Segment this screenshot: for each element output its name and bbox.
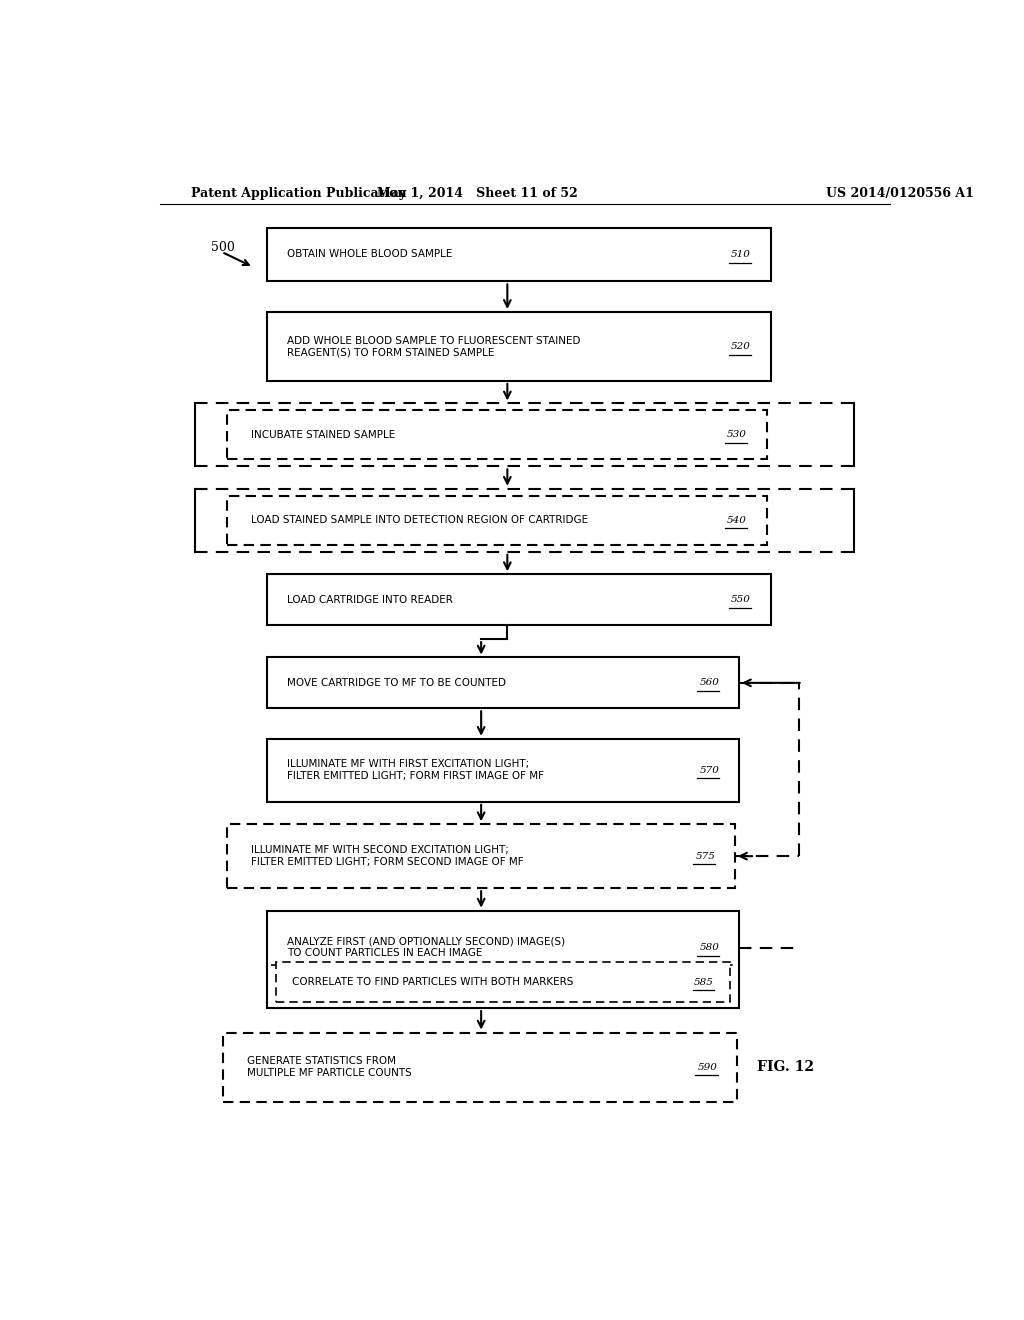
Text: 520: 520 bbox=[731, 342, 751, 351]
Text: GENERATE STATISTICS FROM
MULTIPLE MF PARTICLE COUNTS: GENERATE STATISTICS FROM MULTIPLE MF PAR… bbox=[247, 1056, 412, 1078]
Bar bbox=[267, 227, 771, 281]
Text: 500: 500 bbox=[211, 242, 236, 255]
Text: ILLUMINATE MF WITH SECOND EXCITATION LIGHT;
FILTER EMITTED LIGHT; FORM SECOND IM: ILLUMINATE MF WITH SECOND EXCITATION LIG… bbox=[251, 845, 523, 867]
Text: CORRELATE TO FIND PARTICLES WITH BOTH MARKERS: CORRELATE TO FIND PARTICLES WITH BOTH MA… bbox=[292, 977, 573, 987]
Text: LOAD CARTRIDGE INTO READER: LOAD CARTRIDGE INTO READER bbox=[287, 594, 453, 605]
Text: 585: 585 bbox=[694, 978, 714, 986]
Text: 575: 575 bbox=[695, 851, 715, 861]
Text: US 2014/0120556 A1: US 2014/0120556 A1 bbox=[826, 187, 974, 201]
Text: ADD WHOLE BLOOD SAMPLE TO FLUORESCENT STAINED
REAGENT(S) TO FORM STAINED SAMPLE: ADD WHOLE BLOOD SAMPLE TO FLUORESCENT ST… bbox=[287, 335, 581, 358]
Text: 590: 590 bbox=[697, 1063, 718, 1072]
Text: 530: 530 bbox=[727, 430, 748, 440]
Text: LOAD STAINED SAMPLE INTO DETECTION REGION OF CARTRIDGE: LOAD STAINED SAMPLE INTO DETECTION REGIO… bbox=[251, 515, 588, 525]
Bar bbox=[223, 1032, 737, 1102]
Text: MOVE CARTRIDGE TO MF TO BE COUNTED: MOVE CARTRIDGE TO MF TO BE COUNTED bbox=[287, 678, 506, 688]
Text: 510: 510 bbox=[731, 249, 751, 259]
Bar bbox=[267, 312, 771, 381]
Text: 560: 560 bbox=[699, 678, 719, 688]
Bar bbox=[227, 824, 735, 888]
Text: OBTAIN WHOLE BLOOD SAMPLE: OBTAIN WHOLE BLOOD SAMPLE bbox=[287, 249, 452, 260]
Bar bbox=[267, 911, 739, 1008]
Bar bbox=[267, 657, 739, 709]
Text: May 1, 2014   Sheet 11 of 52: May 1, 2014 Sheet 11 of 52 bbox=[377, 187, 578, 201]
Text: 570: 570 bbox=[699, 766, 719, 775]
Bar bbox=[227, 411, 767, 459]
Text: ILLUMINATE MF WITH FIRST EXCITATION LIGHT;
FILTER EMITTED LIGHT; FORM FIRST IMAG: ILLUMINATE MF WITH FIRST EXCITATION LIGH… bbox=[287, 759, 544, 781]
Bar bbox=[267, 574, 771, 624]
Text: 540: 540 bbox=[727, 516, 748, 525]
Bar bbox=[227, 496, 767, 545]
Bar bbox=[267, 739, 739, 801]
Bar bbox=[276, 962, 729, 1002]
Text: ANALYZE FIRST (AND OPTIONALLY SECOND) IMAGE(S)
TO COUNT PARTICLES IN EACH IMAGE: ANALYZE FIRST (AND OPTIONALLY SECOND) IM… bbox=[287, 937, 565, 958]
Text: Patent Application Publication: Patent Application Publication bbox=[191, 187, 407, 201]
Text: INCUBATE STAINED SAMPLE: INCUBATE STAINED SAMPLE bbox=[251, 430, 395, 440]
Text: FIG. 12: FIG. 12 bbox=[758, 1060, 814, 1074]
Text: 550: 550 bbox=[731, 595, 751, 605]
Text: 580: 580 bbox=[699, 942, 719, 952]
